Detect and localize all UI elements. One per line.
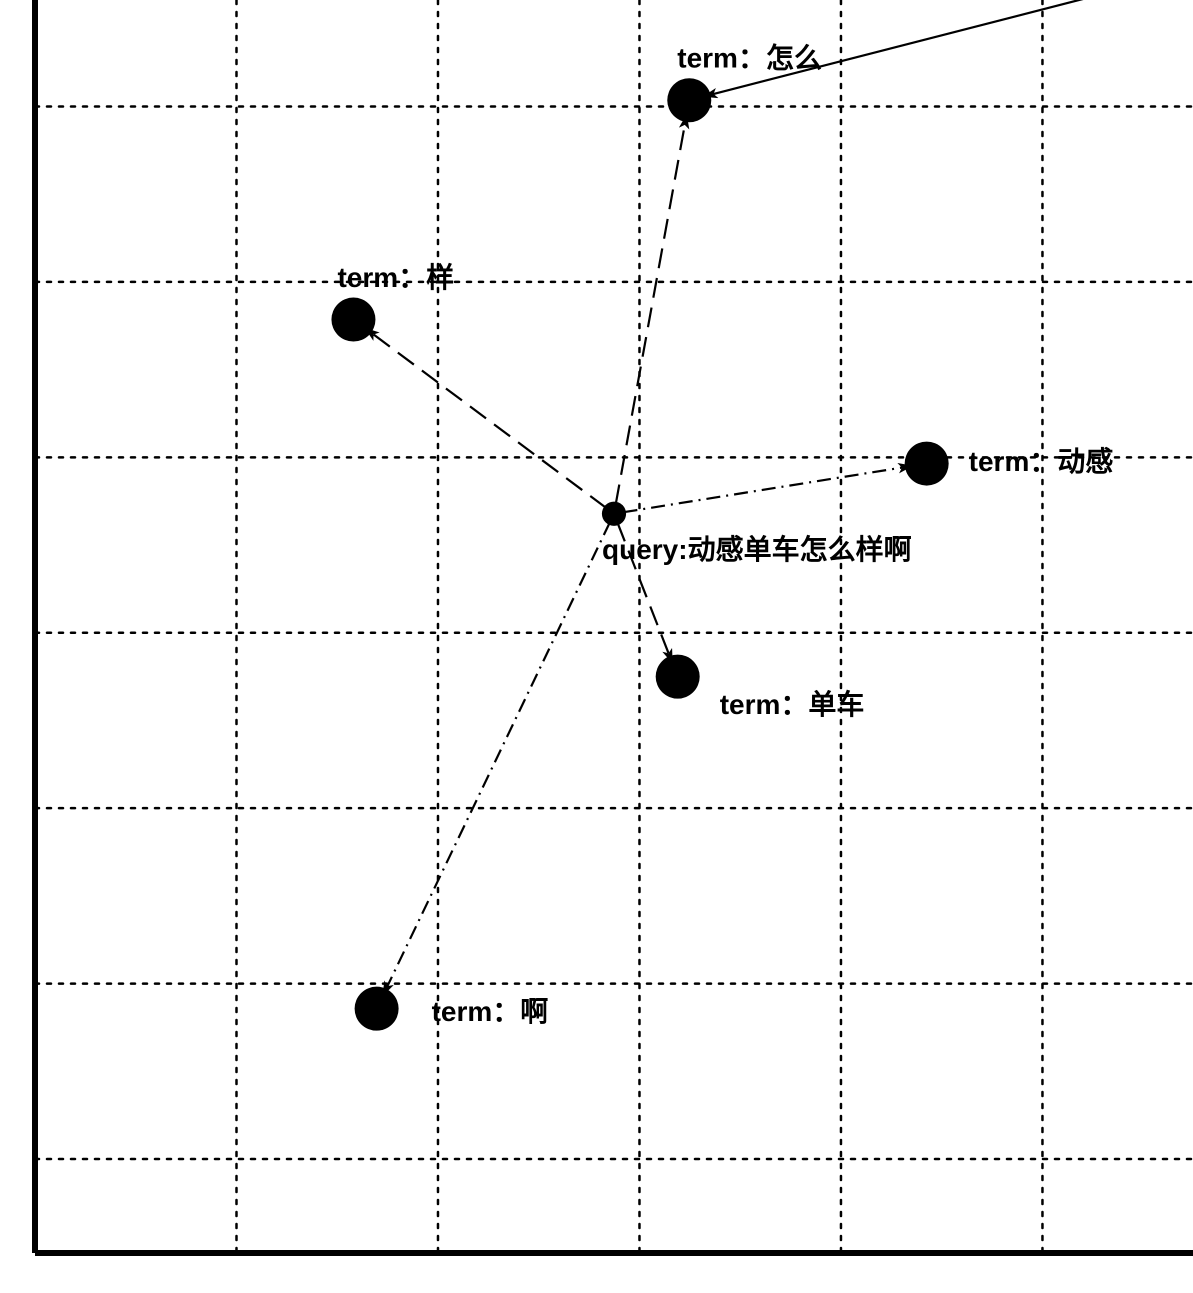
label-term_yang: term：样 (337, 261, 454, 293)
node-term_yang (331, 298, 375, 342)
label-term_donggan: term：动感 (969, 446, 1114, 477)
term-vector-diagram: query:动感单车怎么样啊 term：怎么 term：样 term：动感 term：单… (0, 0, 1193, 1293)
label-query: query:动感单车怎么样啊 (602, 533, 912, 565)
node-term_danche (656, 655, 700, 699)
chart-background (0, 0, 1193, 1293)
label-term_zenme: term：怎么 (677, 43, 822, 74)
chart-svg: query:动感单车怎么样啊 term：怎么 term：样 term：动感 term：单… (0, 0, 1193, 1293)
node-term_zenme (667, 78, 711, 122)
node-query (602, 502, 626, 526)
label-term_a: term：啊 (432, 996, 549, 1027)
node-term_a (355, 987, 399, 1031)
label-term_danche: term：单车 (720, 688, 865, 720)
node-term_donggan (905, 442, 949, 486)
